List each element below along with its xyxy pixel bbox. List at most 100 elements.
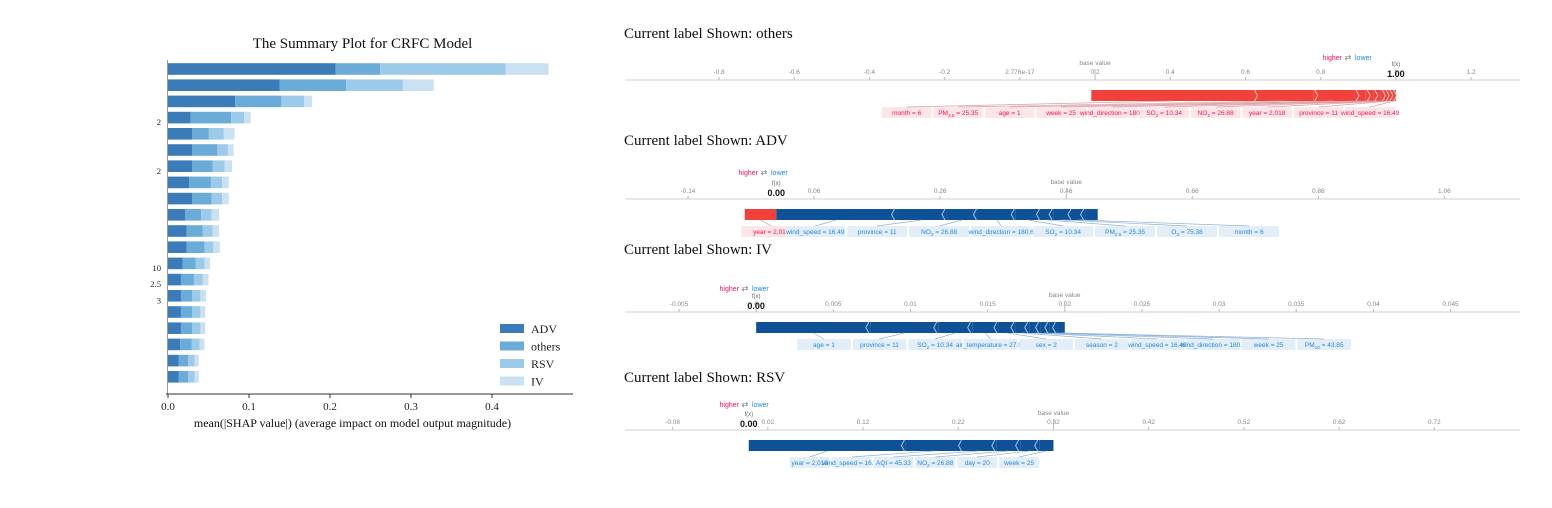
feature-effect-label-text: season = 2 — [1086, 342, 1118, 349]
feature-label-background — [1241, 339, 1296, 350]
feature-effect-label-text: NO — [1198, 110, 1208, 117]
feature-connector-line — [1044, 332, 1214, 340]
feature-effect-label: wind_direction = 180.6 — [968, 229, 1035, 236]
force-segment-separator — [972, 208, 977, 221]
feature-effect-label-text: wind_speed = 16.49 — [1340, 110, 1400, 117]
feature-label-background — [1033, 226, 1094, 237]
force-segment-positive — [1373, 90, 1381, 101]
feature-effect-label: year = 2,018 — [792, 460, 829, 467]
bar-1-RSV — [346, 79, 403, 91]
feature-effect-label-text: wind_direction = 180.6 — [968, 229, 1035, 236]
bar-13-others — [180, 273, 194, 286]
force-segment-negative — [972, 322, 999, 333]
fx-label: f(x) — [1392, 62, 1401, 68]
force-tick-label: 0.12 — [857, 419, 870, 426]
feature-connector-line — [893, 450, 980, 458]
feature-effect-label-text: week = 25 — [1253, 342, 1284, 349]
force-tick-label: 0.045 — [1442, 301, 1459, 308]
force-segment-negative — [1085, 209, 1098, 220]
force-tick-label: 0.8 — [1316, 69, 1325, 76]
bar-16-ADV — [168, 322, 181, 334]
bar-12-ADV — [168, 257, 183, 270]
force-tick-label: 0.72 — [1428, 419, 1441, 426]
feature-effect-label-subscript: 2 — [927, 345, 930, 350]
force-segment-negative — [748, 440, 906, 451]
legend-lower-label: lower — [1355, 55, 1372, 62]
feature-effect-label-text: PM — [1305, 342, 1315, 349]
bar-1-ADV — [168, 79, 280, 91]
feature-effect-label-text: wind_speed = 16.49 — [1127, 342, 1187, 349]
bar-3-IV — [244, 111, 251, 124]
feature-connector-line — [1060, 332, 1325, 340]
summary-x-tick-label: 0.3 — [404, 401, 418, 413]
feature-effect-label-text: sex = 2 — [1036, 342, 1058, 349]
feature-label-14: 3 — [157, 295, 161, 305]
feature-label-background — [1186, 339, 1240, 350]
force-tick-label: 0 — [754, 301, 758, 308]
feature-effect-label: province = 11 — [1299, 110, 1338, 117]
bar-14-IV — [200, 290, 207, 302]
legend-swatch-IV — [500, 376, 524, 386]
force-segment-separator — [1254, 89, 1259, 102]
force-segment-positive — [1384, 90, 1389, 101]
feature-label-background — [915, 457, 956, 468]
force-segment-separator — [933, 321, 938, 334]
bar-14-others — [180, 290, 193, 302]
feature-effect-label-text: SO — [917, 342, 926, 349]
force-segment-negative — [1072, 209, 1086, 220]
force-segment-positive — [1253, 90, 1314, 101]
feature-effect-label-text: O — [1171, 229, 1176, 236]
feature-label-background — [909, 226, 970, 237]
legend-higher-label: higher — [1323, 55, 1343, 62]
bar-6-others — [192, 160, 213, 172]
bar-8-RSV — [211, 192, 223, 205]
feature-connector-line — [879, 332, 905, 340]
feature-effect-label: wind_direction = 180.6 — [1179, 342, 1246, 349]
force-segment-separator — [1035, 208, 1040, 221]
bar-11-RSV — [204, 241, 214, 253]
bar-17-ADV — [168, 338, 181, 351]
force-tick-label: 1.06 — [1438, 188, 1451, 195]
fx-label: f(x) — [744, 412, 753, 418]
bar-14-RSV — [192, 290, 201, 302]
force-plot-0: Current label Shown: others -0.8 -0.6 -0.4 -… — [624, 26, 1520, 118]
feature-effect-label: wind_speed = 16.49 — [821, 460, 881, 467]
feature-label-background — [1219, 226, 1279, 237]
feature-effect-label: PM10 = 43.85 — [1305, 342, 1344, 350]
bar-7-others — [189, 176, 211, 189]
bar-19-IV — [194, 371, 199, 383]
feature-label-3-subscript: 2 — [157, 117, 161, 127]
force-segment-separator — [1010, 321, 1015, 334]
force-tick-label: 0.26 — [934, 188, 947, 195]
force-tick-label: 0.035 — [1288, 301, 1305, 308]
force-segment-separator — [1381, 89, 1386, 102]
feature-effect-label-text: wind_direction = 180.6 — [1179, 342, 1246, 349]
force-tick-label: 0.42 — [1142, 419, 1155, 426]
feature-connector-line — [1215, 100, 1383, 108]
feature-connector-line — [939, 219, 963, 227]
force-tick-label: -0.14 — [681, 188, 696, 195]
feature-effect-label: week = 25 — [1003, 460, 1034, 467]
feature-label-background — [1190, 107, 1241, 118]
force-segment-negative — [946, 209, 978, 220]
feature-effect-label-text: SO — [1146, 110, 1155, 117]
bar-0-ADV — [168, 63, 336, 75]
feature-effect-label: week = 25 — [1253, 342, 1284, 349]
feature-connector-line — [985, 332, 991, 340]
force-tick-label: 0.66 — [1186, 188, 1199, 195]
force-tick-label: 0.015 — [979, 301, 996, 308]
feature-effect-label: air_temperature = 27.53 — [956, 342, 1026, 349]
feature-effect-label: sex = 2 — [1036, 342, 1058, 349]
summary-plot: The Summary Plot for CRFC Model 2 2 10 2.5 3 0… — [150, 36, 573, 430]
bar-14-ADV — [168, 290, 181, 302]
feature-effect-label-subscript: 2 — [1055, 232, 1058, 237]
feature-label-background — [933, 107, 983, 118]
feature-effect-label-subscript: 3 — [1176, 232, 1179, 237]
feature-label-14-subscript: 3 — [157, 295, 161, 305]
legend-higher-label: higher — [720, 286, 740, 293]
bar-1-IV — [402, 79, 434, 91]
force-tick-label: 0.03 — [1213, 301, 1226, 308]
feature-connector-line — [977, 450, 1030, 458]
feature-label-12: 10 — [152, 263, 161, 273]
force-plot-title: Current label Shown: others — [624, 26, 793, 42]
